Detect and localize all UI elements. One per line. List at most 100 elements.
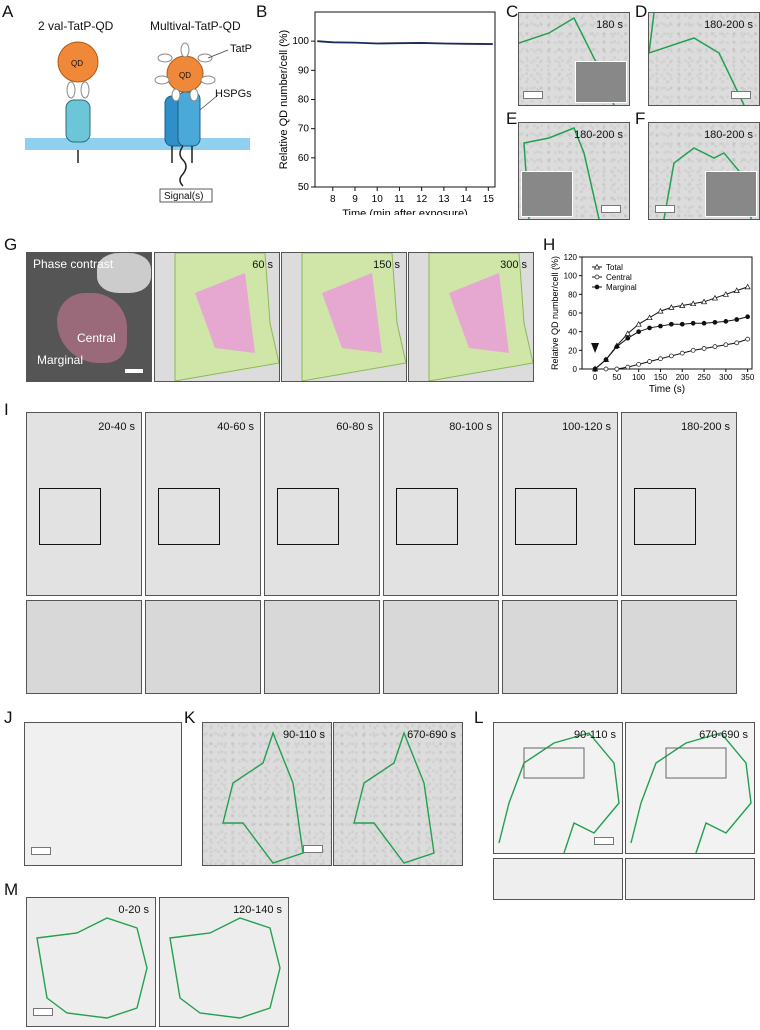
stamp-m1: 0-20 s xyxy=(118,904,149,916)
panel-i-zoom-tile xyxy=(145,600,261,694)
panel-m-2: 120-140 s xyxy=(159,897,289,1027)
x-tick-label: 50 xyxy=(612,373,621,382)
panel-label-l: L xyxy=(474,708,484,727)
panel-label-e: E xyxy=(506,109,518,128)
data-point xyxy=(624,330,631,336)
data-point xyxy=(701,320,707,326)
label-signal: Signal(s) xyxy=(164,191,203,202)
qd-left-text: QD xyxy=(71,59,83,68)
data-point xyxy=(625,364,631,370)
x-tick-label: 13 xyxy=(438,194,450,205)
data-point xyxy=(744,283,751,290)
data-point xyxy=(668,304,675,310)
y-tick-label: 100 xyxy=(292,36,309,47)
x-tick-label: 15 xyxy=(483,194,495,205)
data-point xyxy=(712,319,718,325)
y-axis-label: Relative QD number/cell (%) xyxy=(278,30,290,169)
y-tick-label: 120 xyxy=(564,253,578,262)
x-tick-label: 14 xyxy=(461,194,473,205)
panel-g-60s: 60 s xyxy=(154,252,280,382)
y-tick-label: 20 xyxy=(568,346,577,355)
data-point xyxy=(734,340,740,346)
panel-i-tile: 100-120 s xyxy=(502,412,618,596)
stamp-c: 180 s xyxy=(596,19,623,31)
y-tick-label: 50 xyxy=(298,182,310,193)
data-point xyxy=(647,359,652,364)
data-point xyxy=(734,317,740,322)
panel-label-k: K xyxy=(184,708,196,727)
y-axis-label: Relative QD number/cell (%) xyxy=(550,256,560,370)
data-point xyxy=(636,329,642,335)
data-point xyxy=(745,336,750,342)
panel-g-phase-image: Phase contrast Central Marginal xyxy=(26,252,152,382)
panel-a-schematic: QD 2 val-TatP-QD QD Multival-TatP-QD Tat… xyxy=(25,19,252,203)
data-point xyxy=(679,350,685,356)
stamp-i6: 180-200 s xyxy=(681,421,730,433)
stamp-e: 180-200 s xyxy=(574,129,623,141)
stamp-i5: 100-120 s xyxy=(562,421,611,433)
label-central: Central xyxy=(77,331,116,345)
panel-l-1: 90-110 s xyxy=(493,722,623,854)
legend-marker xyxy=(594,274,600,280)
x-tick-label: 350 xyxy=(741,373,755,382)
legend-entry: Marginal xyxy=(606,283,637,292)
panel-h-chart: 0 50 100 150 200 250 300 350 0 20 40 60 80 100 120 Tota… xyxy=(550,253,755,395)
panel-i-tile: 60-80 s xyxy=(264,412,380,596)
x-tick-label: 300 xyxy=(719,373,733,382)
panel-j-image xyxy=(24,722,182,866)
panel-g-300s: 300 s xyxy=(408,252,534,382)
y-tick-label: 0 xyxy=(573,365,578,374)
data-point xyxy=(647,325,652,331)
panel-label-h: H xyxy=(543,235,556,254)
panel-e-image: 180-200 s xyxy=(518,122,630,220)
data-point xyxy=(636,361,642,367)
panel-c-image: 180 s xyxy=(518,12,630,106)
panel-label-a: A xyxy=(2,2,14,21)
data-point xyxy=(657,307,664,314)
data-point xyxy=(690,300,697,307)
x-tick-label: 0 xyxy=(593,373,598,382)
x-tick-label: 100 xyxy=(632,373,646,382)
label-marginal: Marginal xyxy=(37,353,84,367)
panel-l-zoom-1 xyxy=(493,858,623,900)
panel-b-chart: 8 9 10 11 12 13 14 15 50 60 70 80 90 100 Time (min aft… xyxy=(278,11,496,215)
panel-i-zoom-tile xyxy=(621,600,737,694)
x-tick-label: 250 xyxy=(697,373,711,382)
panel-label-b: B xyxy=(256,2,268,21)
stamp-d: 180-200 s xyxy=(704,19,753,31)
stamp-g1: 60 s xyxy=(252,259,273,271)
panel-i-zoom-tile xyxy=(264,600,380,694)
x-tick-label: 11 xyxy=(394,194,405,205)
data-point xyxy=(712,344,718,349)
panel-label-f: F xyxy=(635,109,646,128)
data-point xyxy=(658,356,663,362)
qd-left xyxy=(57,41,99,83)
y-tick-label: 80 xyxy=(568,290,577,299)
membrane xyxy=(25,138,250,150)
stamp-k2: 670-690 s xyxy=(407,729,456,741)
data-point xyxy=(603,366,609,372)
data-point xyxy=(669,321,674,327)
data-point xyxy=(603,357,609,363)
panel-label-g: G xyxy=(4,235,18,254)
panel-label-c: C xyxy=(506,2,519,21)
legend-marker xyxy=(593,263,601,270)
panel-label-d: D xyxy=(635,2,648,21)
series-line xyxy=(317,40,493,45)
data-point xyxy=(690,347,696,353)
data-point xyxy=(711,294,719,301)
x-tick-label: 9 xyxy=(352,194,358,205)
stamp-i4: 80-100 s xyxy=(449,421,492,433)
stamp-l2: 670-690 s xyxy=(699,729,748,741)
data-point xyxy=(745,314,750,320)
y-tick-label: 100 xyxy=(564,272,578,281)
y-tick-label: 60 xyxy=(298,153,310,164)
x-tick-label: 10 xyxy=(372,194,384,205)
panel-i-tile: 180-200 s xyxy=(621,412,737,596)
data-point xyxy=(669,353,674,359)
data-point xyxy=(700,298,708,305)
panel-i-tile: 40-60 s xyxy=(145,412,261,596)
label-multi: Multival-TatP-QD xyxy=(150,19,241,33)
x-axis-label: Time (s) xyxy=(649,384,685,395)
data-point xyxy=(646,314,653,321)
